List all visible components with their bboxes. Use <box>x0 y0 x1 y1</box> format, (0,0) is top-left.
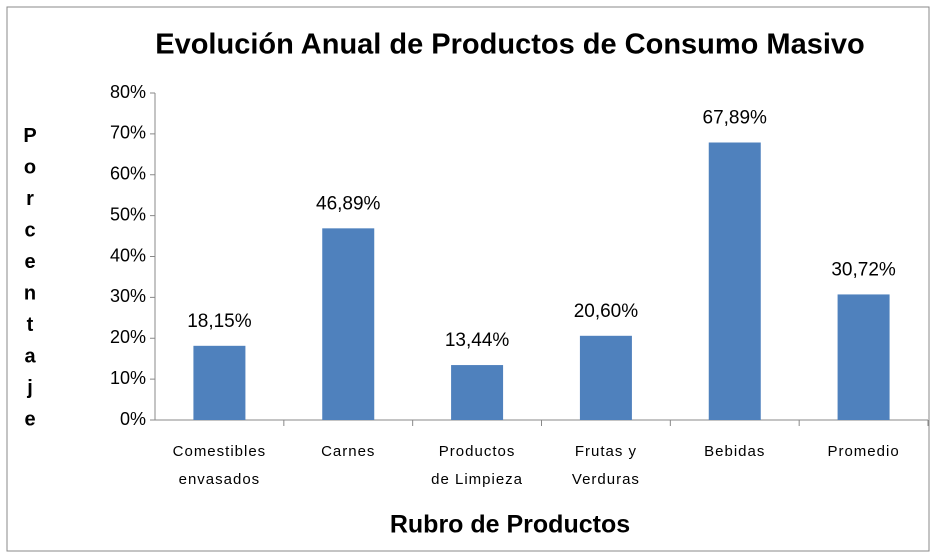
value-label: 30,72% <box>831 259 896 280</box>
bar <box>579 335 632 420</box>
x-tick-label: Carnes <box>321 443 375 460</box>
y-tick-label: 40% <box>110 245 146 265</box>
x-tick-label: Frutas y Verduras <box>572 443 640 488</box>
y-tick-label: 30% <box>110 286 146 306</box>
bar <box>451 365 504 420</box>
bar <box>708 142 761 420</box>
value-label: 18,15% <box>187 311 252 332</box>
y-tick-label: 10% <box>110 368 146 388</box>
bar <box>837 294 890 420</box>
y-tick-label: 70% <box>110 123 146 143</box>
value-label: 13,44% <box>445 330 510 351</box>
bar <box>322 228 375 420</box>
value-label: 67,89% <box>703 108 768 129</box>
x-tick-label: Promedio <box>827 443 899 460</box>
value-label: 46,89% <box>316 193 381 214</box>
value-label: 20,60% <box>574 301 639 322</box>
x-axis-label: Rubro de Productos <box>390 511 630 539</box>
bar <box>193 345 246 420</box>
y-tick-label: 60% <box>110 164 146 184</box>
chart-border <box>6 6 930 552</box>
y-tick-label: 20% <box>110 327 146 347</box>
y-tick-label: 50% <box>110 204 146 224</box>
x-tick-label: Comestibles envasados <box>173 443 267 488</box>
x-tick-label: Bebidas <box>704 443 765 460</box>
y-tick-label: 0% <box>120 409 146 429</box>
chart-title: Evolución Anual de Productos de Consumo … <box>155 29 865 61</box>
x-tick-label: Productos de Limpieza <box>431 443 523 488</box>
y-tick-label: 80% <box>110 82 146 102</box>
